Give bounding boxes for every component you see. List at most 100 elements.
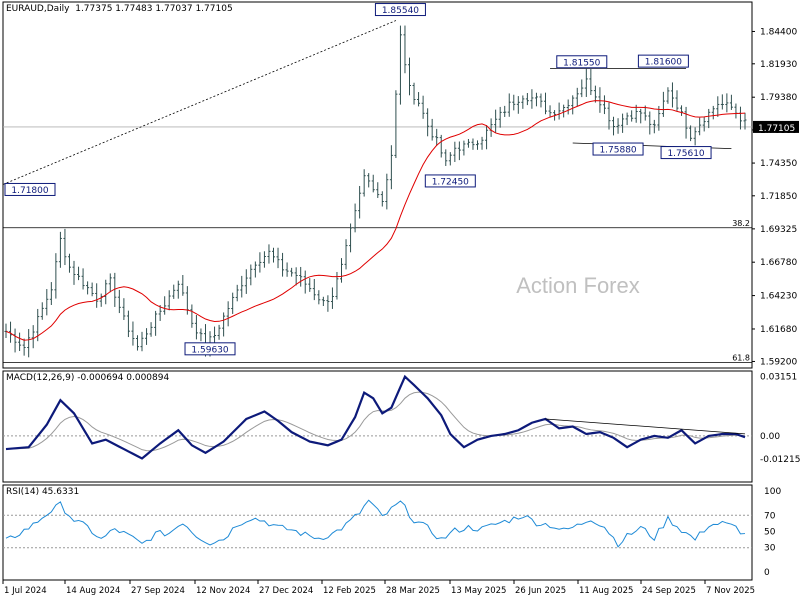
price-bar — [90, 282, 94, 297]
price-bar — [648, 111, 652, 135]
price-bar — [194, 314, 198, 340]
price-bar — [729, 94, 733, 110]
price-bar — [480, 136, 484, 150]
macd-trend-line — [545, 418, 746, 435]
price-bar — [507, 93, 511, 117]
price-bar — [353, 203, 357, 233]
price-bar — [149, 322, 153, 337]
price-bar — [95, 283, 99, 308]
price-bar — [231, 292, 235, 314]
price-bar — [689, 125, 693, 142]
macd-axis-label: 0.03151 — [760, 373, 797, 383]
price-bar — [27, 329, 31, 358]
price-annotation-box — [424, 174, 476, 188]
time-axis-label: 28 Mar 2025 — [386, 586, 440, 596]
price-bar — [466, 139, 470, 148]
rsi-axis-label: 0 — [764, 568, 770, 578]
price-bar — [439, 134, 443, 158]
price-bar — [294, 267, 298, 286]
price-annotation-box — [660, 146, 712, 160]
price-bar — [299, 266, 303, 287]
price-bar — [448, 152, 452, 166]
price-axis-label: 1.61680 — [760, 325, 797, 335]
price-bar — [639, 108, 643, 124]
price-bar — [217, 324, 221, 340]
price-annotation-label: 1.75880 — [599, 146, 636, 156]
price-annotation-label: 1.75610 — [667, 149, 704, 159]
price-annotation-box — [4, 182, 56, 196]
price-bar — [426, 108, 430, 137]
price-bar — [435, 128, 439, 146]
price-annotation-label: 1.81600 — [645, 58, 682, 68]
price-bar — [684, 106, 688, 139]
time-axis-label: 12 Feb 2025 — [323, 586, 376, 596]
price-bar — [498, 106, 502, 128]
time-axis-label: 14 Aug 2024 — [66, 586, 120, 596]
price-bar — [621, 113, 625, 133]
price-bar — [67, 253, 71, 273]
symbol-label: EURAUD,Daily — [6, 4, 70, 14]
price-bar — [321, 296, 325, 306]
trend-line-dashed — [2, 20, 397, 185]
price-bar — [575, 87, 579, 107]
price-bar — [158, 305, 162, 321]
price-bar — [702, 116, 706, 132]
price-bar — [394, 90, 398, 159]
price-bar — [108, 273, 112, 293]
rsi-panel-header: RSI(14) 45.6331 — [6, 487, 79, 497]
price-annotation-box — [556, 55, 608, 69]
price-bar — [131, 321, 135, 346]
price-bar — [271, 247, 275, 263]
price-bar — [725, 93, 729, 113]
price-bar — [13, 328, 17, 353]
price-bar — [557, 102, 561, 120]
price-bar — [99, 293, 103, 307]
price-panel-frame — [2, 1, 753, 369]
price-bar — [571, 95, 575, 115]
macd-axis-label: 0.00 — [760, 432, 780, 442]
price-bar — [45, 289, 49, 316]
price-bar — [625, 112, 629, 126]
price-bar — [154, 310, 158, 336]
macd-axis-label: -0.012158 — [760, 455, 800, 465]
price-annotation-label: 1.71800 — [11, 186, 48, 196]
price-bar — [54, 253, 58, 299]
price-bar — [516, 96, 520, 114]
price-annotation-box — [592, 142, 644, 156]
price-bar — [113, 272, 117, 307]
ohlc-values: 1.77375 1.77483 1.77037 1.77105 — [75, 4, 233, 14]
price-annotation-box — [374, 3, 426, 17]
price-bar — [675, 90, 679, 111]
rsi-axis-label: 50 — [764, 528, 776, 538]
price-bar — [457, 141, 461, 161]
price-bar — [326, 295, 330, 312]
price-bar — [18, 332, 22, 352]
rsi-axis-label: 70 — [764, 511, 776, 521]
price-bar — [63, 228, 67, 266]
price-bar — [49, 282, 53, 305]
macd-line — [5, 374, 746, 460]
time-axis-label: 12 Nov 2024 — [196, 586, 250, 596]
price-bar — [9, 321, 13, 343]
price-bar — [339, 258, 343, 283]
price-bar — [117, 289, 121, 314]
price-bar — [720, 94, 724, 110]
price-bar — [172, 284, 176, 299]
price-bar — [276, 247, 280, 269]
price-bar — [190, 304, 194, 328]
price-bar — [530, 89, 534, 109]
price-axis-label: 1.84400 — [760, 27, 797, 37]
price-bar — [135, 335, 139, 351]
time-axis-label: 11 Aug 2025 — [579, 586, 633, 596]
price-bar — [262, 251, 266, 268]
price-bar — [657, 105, 661, 131]
price-bar — [670, 82, 674, 108]
rsi-axis-label: 100 — [764, 487, 781, 497]
price-bar — [643, 105, 647, 121]
price-bar — [303, 270, 307, 294]
price-annotation-label: 1.72450 — [432, 177, 469, 187]
price-bar — [163, 296, 167, 315]
price-bar — [738, 106, 742, 130]
price-bar — [716, 96, 720, 117]
